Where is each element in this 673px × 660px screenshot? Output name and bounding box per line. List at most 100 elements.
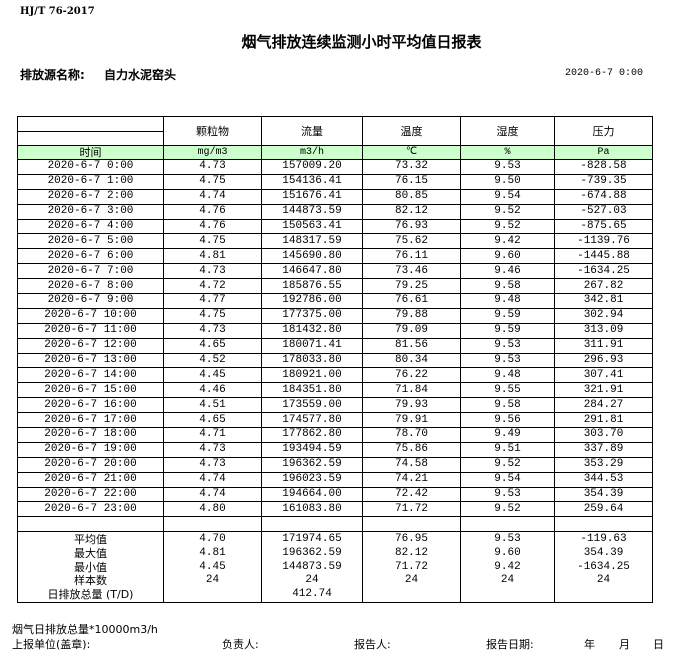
column-header: 流量 xyxy=(261,116,363,146)
data-cell: 78.70 xyxy=(362,427,461,443)
data-cell xyxy=(460,516,555,533)
data-cell xyxy=(362,516,461,533)
data-cell: 82.12 xyxy=(362,546,461,561)
data-cell: 4.45 xyxy=(163,367,262,384)
row-label: 2020-6-7 0:00 xyxy=(17,159,164,175)
source-name: 自力水泥窑头 xyxy=(104,68,177,82)
data-cell: 79.93 xyxy=(362,397,461,414)
data-cell: 74.21 xyxy=(362,471,461,488)
row-label: 2020-6-7 10:00 xyxy=(17,307,164,324)
page-title: 烟气排放连续监测小时平均值日报表 xyxy=(241,33,482,51)
data-cell: 173559.00 xyxy=(261,397,363,414)
table-row: 2020-6-7 15:00 4.46 184351.80 71.84 9.55 321.… xyxy=(17,382,653,399)
data-cell: 4.51 xyxy=(163,397,262,414)
data-cell: 4.77 xyxy=(163,293,262,309)
row-label: 日排放总量 (T/D) xyxy=(17,587,164,603)
row-label: 2020-6-7 17:00 xyxy=(17,412,164,429)
data-cell: 4.80 xyxy=(163,501,262,518)
unit-cell: % xyxy=(460,145,555,160)
data-cell: 9.52 xyxy=(460,203,555,220)
report-datetime: 2020-6-7 0:00 xyxy=(565,68,644,79)
data-cell xyxy=(261,516,363,533)
row-label: 2020-6-7 12:00 xyxy=(17,337,164,354)
data-cell: 71.72 xyxy=(362,501,461,518)
data-cell: 76.93 xyxy=(362,218,461,235)
data-cell: 4.74 xyxy=(163,471,262,488)
data-cell: 24 xyxy=(554,574,653,588)
unit-label: 上报单位(盖章): xyxy=(12,638,91,651)
data-cell: 9.53 xyxy=(460,531,555,547)
data-cell: 4.81 xyxy=(163,248,262,265)
table-row: 2020-6-7 23:00 4.80 161083.80 71.72 9.52 259.… xyxy=(17,501,653,518)
data-cell: 177375.00 xyxy=(261,307,363,324)
data-cell: 9.56 xyxy=(460,412,555,429)
data-cell: 9.53 xyxy=(460,159,555,175)
data-cell: 146647.80 xyxy=(261,263,363,280)
data-cell: 9.50 xyxy=(460,173,555,190)
data-cell: 184351.80 xyxy=(261,382,363,399)
data-cell: 4.74 xyxy=(163,486,262,503)
data-cell: 4.71 xyxy=(163,427,262,443)
data-cell xyxy=(362,587,461,603)
table-row: 2020-6-7 13:00 4.52 178033.80 80.34 9.53 296.… xyxy=(17,352,653,369)
data-cell: 267.82 xyxy=(554,278,653,295)
data-cell: 9.53 xyxy=(460,352,555,369)
unit-cell: ℃ xyxy=(362,145,461,160)
data-cell: 178033.80 xyxy=(261,352,363,369)
column-header: 压力 xyxy=(554,116,653,146)
data-cell: 79.09 xyxy=(362,322,461,339)
row-label: 2020-6-7 6:00 xyxy=(17,248,164,265)
data-cell: 76.15 xyxy=(362,173,461,190)
data-cell: 311.91 xyxy=(554,337,653,354)
row-label: 2020-6-7 20:00 xyxy=(17,456,164,473)
column-header: 温度 xyxy=(362,116,461,146)
row-label: 2020-6-7 14:00 xyxy=(17,367,164,384)
data-cell: 4.74 xyxy=(163,188,262,205)
data-cell: 157009.20 xyxy=(261,159,363,175)
data-cell: 193494.59 xyxy=(261,441,363,458)
data-cell: 9.42 xyxy=(460,233,555,250)
data-cell xyxy=(554,516,653,533)
footer-note: 烟气日排放总量*10000m3/h xyxy=(12,623,158,636)
table-row: 2020-6-7 14:00 4.45 180921.00 76.22 9.48 307.… xyxy=(17,367,653,384)
data-cell: 171974.65 xyxy=(261,531,363,547)
data-cell: 9.54 xyxy=(460,188,555,205)
data-cell: 342.81 xyxy=(554,293,653,309)
data-cell: 9.46 xyxy=(460,263,555,280)
summary-row: 平均值 4.70 171974.65 76.95 9.53 -119.63 xyxy=(17,531,653,547)
data-cell: 291.81 xyxy=(554,412,653,429)
data-cell: 9.49 xyxy=(460,427,555,443)
data-cell: 148317.59 xyxy=(261,233,363,250)
data-cell: 174577.80 xyxy=(261,412,363,429)
data-cell: -1634.25 xyxy=(554,560,653,575)
table-row: 2020-6-7 21:00 4.74 196023.59 74.21 9.54 344.… xyxy=(17,471,653,488)
summary-row: 最大值 4.81 196362.59 82.12 9.60 354.39 xyxy=(17,546,653,561)
day-label: 日 xyxy=(653,638,664,651)
responsible-label: 负责人: xyxy=(222,638,259,651)
data-cell: -119.63 xyxy=(554,531,653,547)
reporter-label: 报告人: xyxy=(354,638,391,651)
data-cell: 303.70 xyxy=(554,427,653,443)
data-cell: 9.55 xyxy=(460,382,555,399)
table-row: 2020-6-7 8:00 4.72 185876.55 79.25 9.58 267.8… xyxy=(17,278,653,295)
table-row: 2020-6-7 2:00 4.74 151676.41 80.85 9.54 -674.… xyxy=(17,188,653,205)
data-cell: 72.42 xyxy=(362,486,461,503)
data-cell: 150563.41 xyxy=(261,218,363,235)
data-cell xyxy=(460,587,555,603)
table-row: 2020-6-7 3:00 4.76 144873.59 82.12 9.52 -527.… xyxy=(17,203,653,220)
data-cell: 79.91 xyxy=(362,412,461,429)
table-row: 2020-6-7 5:00 4.75 148317.59 75.62 9.42 -1139… xyxy=(17,233,653,250)
data-cell: 412.74 xyxy=(261,587,363,603)
data-cell: 144873.59 xyxy=(261,203,363,220)
data-cell: 4.45 xyxy=(163,560,262,575)
data-cell: 4.75 xyxy=(163,173,262,190)
data-cell: 76.11 xyxy=(362,248,461,265)
data-cell: 180921.00 xyxy=(261,367,363,384)
data-cell: 302.94 xyxy=(554,307,653,324)
data-cell xyxy=(554,587,653,603)
table-row: 2020-6-7 11:00 4.73 181432.80 79.09 9.59 313.… xyxy=(17,322,653,339)
table-row: 2020-6-7 19:00 4.73 193494.59 75.86 9.51 337.… xyxy=(17,441,653,458)
row-label: 2020-6-7 9:00 xyxy=(17,293,164,309)
row-label: 2020-6-7 15:00 xyxy=(17,382,164,399)
data-cell: 161083.80 xyxy=(261,501,363,518)
